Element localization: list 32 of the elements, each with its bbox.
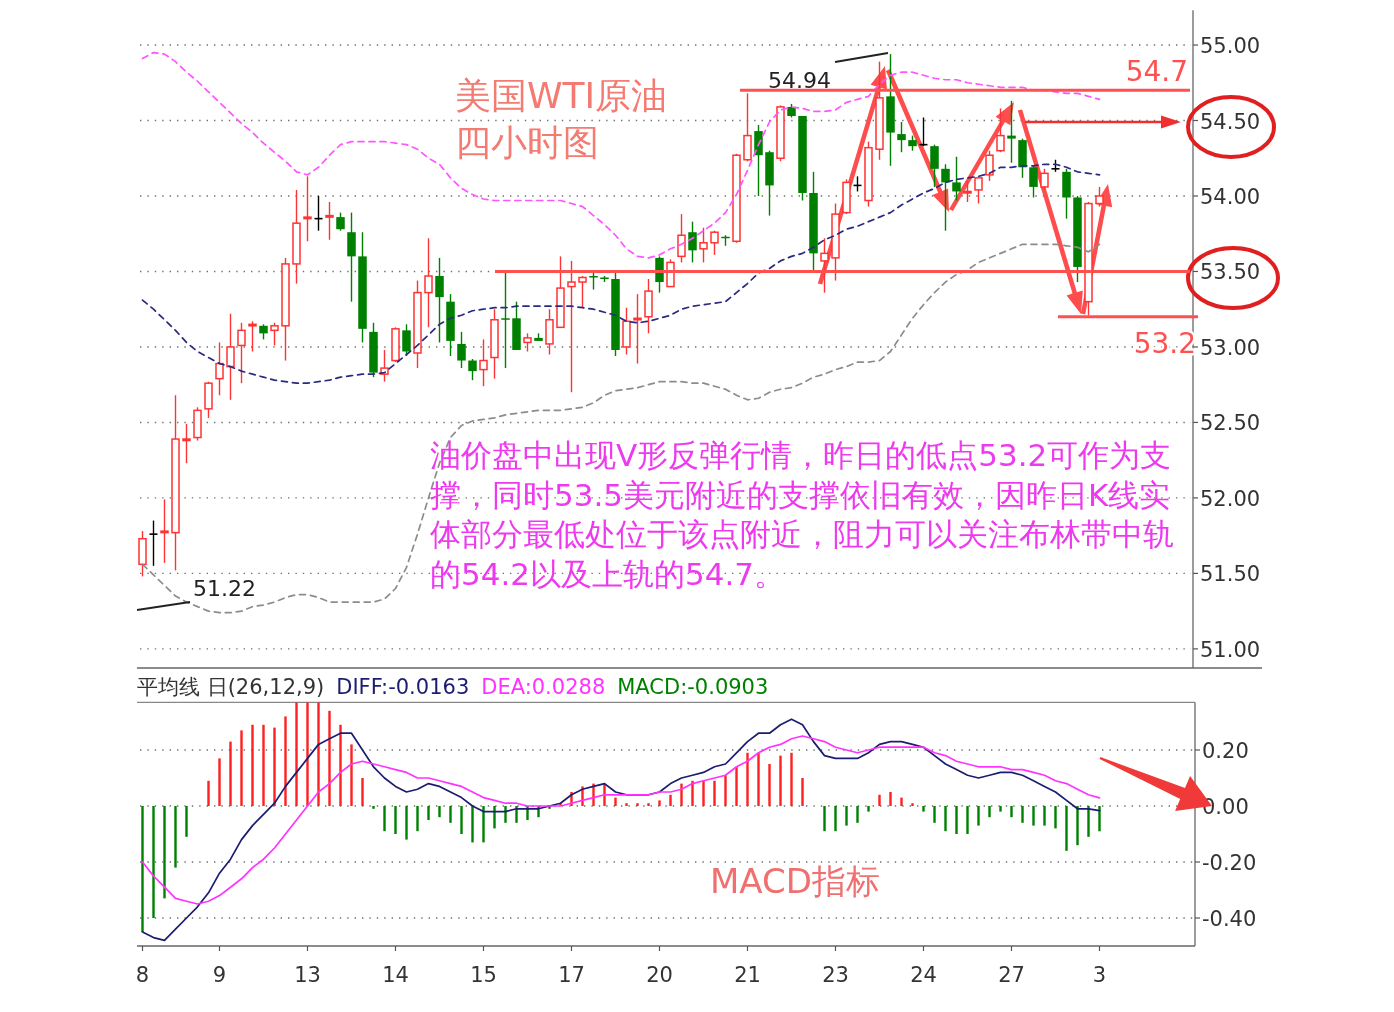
text: 美国WTI原油: [455, 75, 668, 116]
x-tick-label: 17: [558, 963, 585, 987]
y-tick-label: 52.50: [1200, 411, 1261, 436]
x-tick-label: 13: [294, 963, 321, 987]
y-tick-label: 0.20: [1202, 739, 1249, 763]
x-tick-label: 8: [135, 963, 150, 987]
text: 四小时图: [455, 122, 599, 163]
x-tick-label: 24: [910, 963, 937, 987]
y-tick-label: 51.50: [1200, 562, 1261, 587]
y-tick-label: 54.50: [1200, 109, 1261, 134]
annotation: 54.94: [768, 68, 831, 93]
x-tick-label: 14: [382, 963, 409, 987]
y-tick-label: -0.20: [1202, 851, 1257, 875]
x-tick-label: 3: [1092, 963, 1107, 987]
x-tick-label: 20: [646, 963, 673, 987]
y-tick-label: 52.00: [1200, 486, 1261, 511]
annotation: 油价盘中出现V形反弹行情，昨日的低点53.2可作为支撑，同时53.5美元附近的支撑依旧有效，因昨日K线实体部分最低处位于该点附近，阻力可以关注布林带中轨的54.2以及上轨的54.7。: [430, 437, 1174, 592]
y-tick-label: -0.40: [1202, 907, 1257, 931]
y-tick-label: 51.00: [1200, 637, 1261, 662]
y-tick-label: 53.00: [1200, 335, 1261, 360]
y-tick-label: 53.50: [1200, 260, 1261, 285]
x-tick-label: 15: [470, 963, 497, 987]
y-tick-label: 54.00: [1200, 184, 1261, 209]
annotation: MACD指标: [710, 861, 880, 901]
x-tick-label: 21: [734, 963, 761, 987]
annotation: 51.22: [193, 576, 256, 601]
legend: 平均线 日(26,12,9) DIFF:-0.0163 DEA:0.0288 MACD:-0.0903: [137, 675, 769, 700]
ref-line-label: 54.7: [1125, 55, 1188, 89]
x-tick-label: 27: [998, 963, 1025, 987]
y-tick-label: 55.00: [1200, 34, 1261, 59]
x-tick-label: 23: [822, 963, 849, 987]
x-tick-label: 9: [212, 963, 227, 987]
